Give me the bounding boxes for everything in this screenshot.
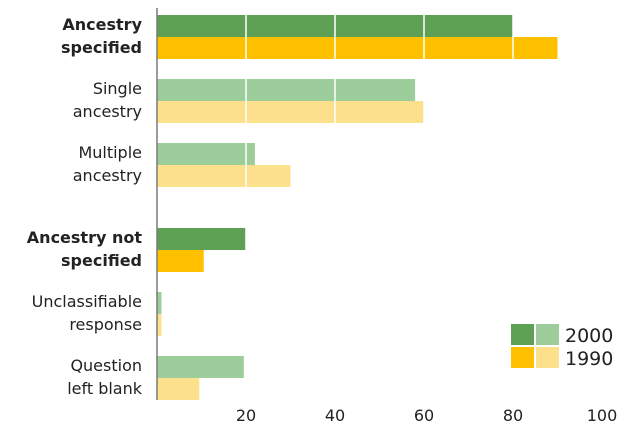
bar-multiple-ancestry-2000 xyxy=(157,143,255,165)
category-label-multiple-ancestry: Multiple ancestry xyxy=(73,143,142,185)
legend-swatch-1990-light xyxy=(536,347,559,368)
category-label-ancestry-specified: Ancestry specified xyxy=(61,15,143,57)
legend-swatch-2000-light xyxy=(536,324,559,345)
x-tick-label-100: 100 xyxy=(587,406,618,425)
legend-swatch-2000-dark xyxy=(511,324,534,345)
legend-label-1990: 1990 xyxy=(565,348,613,370)
bar-unclassifiable-response-2000 xyxy=(157,292,162,314)
bar-question-left-blank-1990 xyxy=(157,378,200,400)
category-label-ancestry-not-specified: Ancestry not specified xyxy=(27,228,143,270)
category-label-single-ancestry: Single ancestry xyxy=(73,79,142,121)
x-tick-label-60: 60 xyxy=(414,406,434,425)
bar-ancestry-not-specified-1990 xyxy=(157,250,204,272)
tick-labels-layer: 20 40 60 80 100 xyxy=(236,406,617,425)
bar-single-ancestry-2000 xyxy=(157,79,416,101)
legend-swatch-1990-dark xyxy=(511,347,534,368)
category-label-question-left-blank: Question left blank xyxy=(67,356,143,398)
category-label-unclassifiable-response: Unclassifiable response xyxy=(32,292,142,334)
bar-ancestry-not-specified-2000 xyxy=(157,228,246,250)
legend-label-2000: 2000 xyxy=(565,325,613,347)
bar-unclassifiable-response-1990 xyxy=(157,314,162,336)
bar-ancestry-specified-1990 xyxy=(157,37,558,59)
x-tick-label-80: 80 xyxy=(503,406,523,425)
bar-single-ancestry-1990 xyxy=(157,101,424,123)
category-labels-layer: Ancestry specified Single ancestry Multiple a… xyxy=(27,15,143,398)
bar-question-left-blank-2000 xyxy=(157,356,244,378)
x-tick-label-40: 40 xyxy=(325,406,345,425)
x-tick-label-20: 20 xyxy=(236,406,256,425)
bars-layer xyxy=(157,15,558,400)
bar-multiple-ancestry-1990 xyxy=(157,165,291,187)
